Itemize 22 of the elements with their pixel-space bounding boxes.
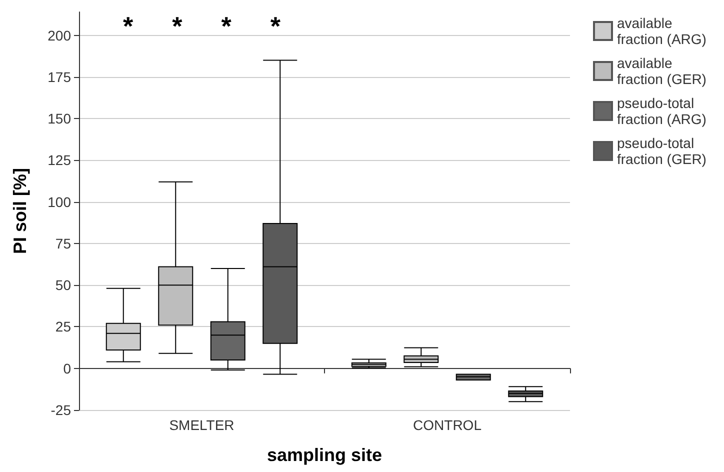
y-tick-label: 125 bbox=[48, 152, 72, 168]
legend-label: pseudo-total fraction (GER) bbox=[617, 135, 706, 167]
y-tick-label: -25 bbox=[50, 402, 72, 418]
y-tick-label: 25 bbox=[55, 318, 72, 335]
y-tick-label: 150 bbox=[48, 110, 72, 127]
y-tick-label: 200 bbox=[48, 27, 72, 44]
legend-label: available fraction (GER) bbox=[617, 55, 706, 87]
legend-label: pseudo-total fraction (ARG) bbox=[617, 95, 706, 127]
annotation: * bbox=[172, 11, 184, 41]
y-axis-title: PI soil [%] bbox=[10, 168, 30, 254]
annotation: * bbox=[221, 11, 232, 41]
annotation: * bbox=[270, 11, 282, 41]
y-tick-label: 100 bbox=[48, 194, 72, 210]
y-tick-label: 175 bbox=[48, 68, 72, 85]
y-tick-label: 50 bbox=[55, 277, 72, 294]
legend-label: available fraction (ARG) bbox=[617, 15, 706, 47]
x-tick-label: SMELTER bbox=[169, 417, 234, 433]
x-axis-title: sampling site bbox=[266, 445, 382, 465]
y-tick-label: 75 bbox=[55, 235, 72, 252]
x-tick-label: CONTROL bbox=[413, 417, 482, 433]
y-tick-label: 0 bbox=[63, 360, 72, 376]
annotation: * bbox=[123, 11, 134, 41]
